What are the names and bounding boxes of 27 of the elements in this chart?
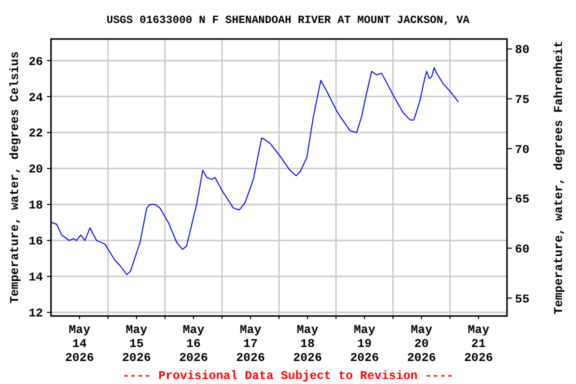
x-tick-label: May 17 2026 <box>236 323 265 365</box>
x-tick-label: May 18 2026 <box>293 323 322 365</box>
y-tick-label: 18 <box>28 198 43 213</box>
x-tick-label: May 16 2026 <box>179 323 208 365</box>
y2-tick-label: 60 <box>515 242 530 256</box>
y-tick-label: 16 <box>28 234 43 249</box>
y2-tick-label: 80 <box>515 43 530 58</box>
text: ---- Provisional Data Subject to Revision ---- <box>122 369 454 383</box>
y-axis-title: Temperature, water, degrees Celsius <box>8 51 22 304</box>
y2-tick-label: 55 <box>515 292 530 306</box>
line-series <box>51 67 459 276</box>
y2-axis-title: Temperature, water, degrees Fahrenheit <box>552 40 566 314</box>
y2-tick-label: 75 <box>515 92 530 107</box>
x-tick-label: May 21 2026 <box>464 323 493 365</box>
y2-tick-label: 65 <box>515 192 530 207</box>
x-tick-label: May 14 2026 <box>65 323 94 365</box>
y-tick-label: 20 <box>28 162 43 177</box>
y-tick-label: 14 <box>28 270 43 285</box>
x-tick-label: May 20 2026 <box>407 323 436 365</box>
y-tick-label: 22 <box>28 126 43 141</box>
x-tick-label: May 19 2026 <box>350 323 379 365</box>
y-tick-label: 26 <box>28 54 43 69</box>
chart-title: USGS 01633000 N F SHENANDOAH RIVER AT MOUNT JACKSON, VA <box>106 15 470 27</box>
x-tick-label: May 15 2026 <box>122 323 151 365</box>
y-tick-label: 24 <box>28 90 43 105</box>
y2-tick-label: 70 <box>515 142 530 157</box>
y-tick-label: 12 <box>28 306 43 321</box>
